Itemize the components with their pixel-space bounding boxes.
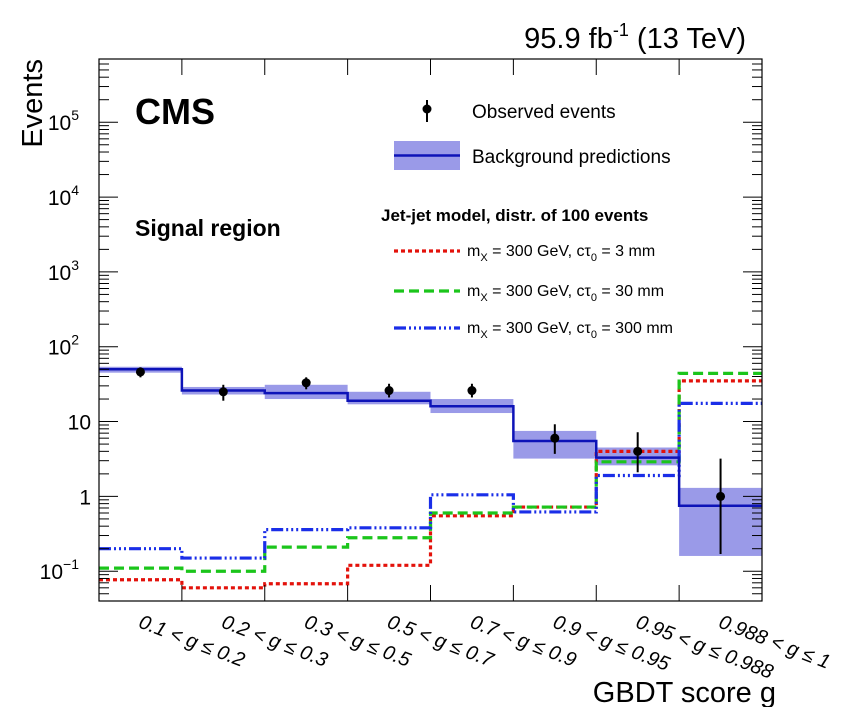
- y-tick-label: 103: [48, 257, 79, 285]
- observed-point: [384, 386, 394, 396]
- signal-line-1: [99, 379, 762, 590]
- observed-points: [135, 367, 726, 554]
- y-tick-label: 105: [48, 107, 79, 135]
- observed-point: [633, 446, 643, 456]
- observed-point: [716, 491, 726, 501]
- x-axis-tick-labels: 0.1 < g ≤ 0.20.2 < g ≤ 0.30.3 < g ≤ 0.50…: [136, 611, 833, 683]
- cms-label: CMS: [135, 91, 215, 132]
- legend-observed-label: Observed events: [472, 102, 616, 123]
- observed-point: [467, 386, 477, 396]
- legend-signal-label-2: mX = 300 GeV, cτ0 = 30 mm: [467, 283, 664, 304]
- legend-signal-label-3: mX = 300 GeV, cτ0 = 300 mm: [467, 320, 673, 341]
- observed-point: [550, 433, 560, 443]
- y-axis-title: Events: [17, 59, 49, 148]
- y-tick-label: 1: [79, 486, 91, 509]
- lumi-label: 95.9 fb-1 (13 TeV): [524, 20, 746, 55]
- y-tick-label: 10: [68, 412, 91, 435]
- region-label: Signal region: [135, 215, 281, 241]
- y-tick-label: 102: [48, 332, 79, 360]
- x-axis-ticks: [181, 59, 680, 601]
- x-axis-title: GBDT score g: [593, 677, 776, 707]
- y-tick-label: 10−1: [40, 556, 80, 584]
- legend-observed: Observed events: [422, 100, 616, 123]
- observed-point: [301, 378, 311, 388]
- legend-background: Background predictions: [394, 141, 671, 170]
- legend-model-title: Jet-jet model, distr. of 100 events: [381, 206, 648, 225]
- legend: Observed events Background predictions J…: [381, 100, 673, 341]
- legend-signal-label-1: mX = 300 GeV, cτ0 = 3 mm: [467, 243, 655, 264]
- background-histogram: [99, 368, 762, 507]
- observed-point: [135, 367, 145, 377]
- y-tick-label: 104: [48, 182, 79, 210]
- legend-signal-entries: mX = 300 GeV, cτ0 = 3 mm mX = 300 GeV, cτ…: [394, 243, 673, 341]
- legend-background-label: Background predictions: [472, 147, 671, 168]
- background-line: [99, 368, 762, 507]
- y-axis-ticks: 10−1 1 10 102 103 104 105: [40, 58, 762, 602]
- signal-line-3: [99, 401, 762, 560]
- observed-point: [218, 387, 228, 397]
